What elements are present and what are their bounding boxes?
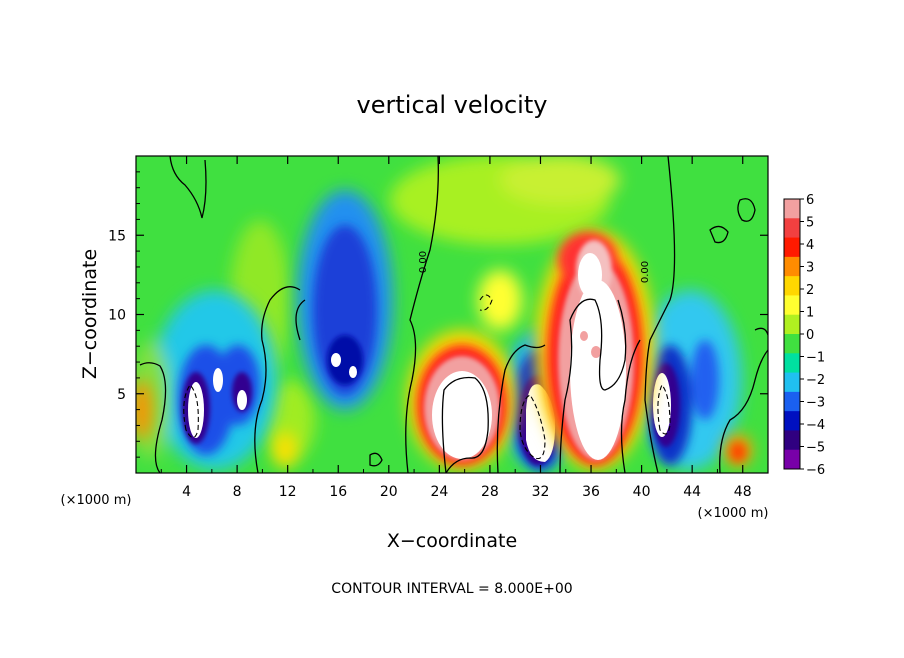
x-tick-label: 20	[380, 484, 398, 500]
contour-label: 0.00	[418, 251, 429, 273]
colorbar: 6 5 4 3 2 1 0 −1 −2 −3 −4 −5 −6	[783, 193, 825, 478]
colorbar-label: −1	[806, 351, 825, 366]
colorbar-label: 6	[806, 193, 814, 208]
colorbar-label: 3	[806, 261, 814, 276]
x-tick-label: 48	[734, 484, 752, 500]
colorbar-label: −5	[806, 441, 825, 456]
colorbar-swatch	[784, 314, 800, 335]
colorbar-swatch	[784, 353, 800, 374]
colorbar-label: 4	[806, 238, 814, 253]
colorbar-swatch	[784, 391, 800, 412]
colorbar-label: −6	[806, 463, 825, 478]
x-tick-label: 44	[683, 484, 701, 500]
colorbar-swatch	[784, 237, 800, 258]
y-axis-ticks: 5 10 15	[108, 171, 768, 458]
x-tick-label: 8	[233, 484, 242, 500]
x-tick-label: 28	[481, 484, 499, 500]
x-axis-label: X−coordinate	[387, 530, 517, 552]
colorbar-swatch	[784, 218, 800, 239]
colorbar-swatch	[784, 256, 800, 277]
x-tick-label: 40	[633, 484, 651, 500]
x-tick-label: 16	[329, 484, 347, 500]
colorbar-swatch	[784, 295, 800, 316]
heatmap-field	[136, 156, 768, 473]
y-tick-label: 10	[108, 308, 126, 324]
x-tick-label: 36	[582, 484, 600, 500]
colorbar-swatch	[784, 372, 800, 393]
x-tick-label: 4	[182, 484, 191, 500]
contour-label: 0.00	[640, 261, 651, 283]
contour-interval-note: CONTOUR INTERVAL = 8.000E+00	[331, 581, 572, 597]
colorbar-swatch	[784, 199, 800, 219]
y-tick-label: 5	[117, 387, 126, 403]
chart-title: vertical velocity	[357, 91, 548, 119]
colorbar-label: −2	[806, 373, 825, 388]
x-unit-label-right: (×1000 m)	[698, 506, 769, 521]
colorbar-swatch	[784, 430, 800, 451]
colorbar-label: 5	[806, 216, 814, 231]
x-axis-ticks: 4 8 12 16 20 24 28 32 36 40 44 48	[160, 156, 752, 500]
y-tick-label: 15	[108, 228, 126, 244]
x-unit-label-left: (×1000 m)	[61, 493, 132, 508]
colorbar-swatch	[784, 449, 800, 470]
colorbar-swatch	[784, 276, 800, 296]
x-tick-label: 12	[279, 484, 297, 500]
colorbar-swatch	[784, 334, 800, 354]
contour-lines	[139, 156, 768, 473]
x-tick-label: 32	[532, 484, 550, 500]
colorbar-label: 1	[806, 306, 814, 321]
colorbar-label: −4	[806, 418, 825, 433]
y-axis-label: Z−coordinate	[79, 249, 101, 379]
x-tick-label: 24	[430, 484, 448, 500]
colorbar-label: 2	[806, 283, 814, 298]
colorbar-label: 0	[806, 328, 814, 343]
colorbar-label: −3	[806, 396, 825, 411]
dashed-contours	[183, 294, 671, 460]
colorbar-swatch	[784, 411, 800, 431]
